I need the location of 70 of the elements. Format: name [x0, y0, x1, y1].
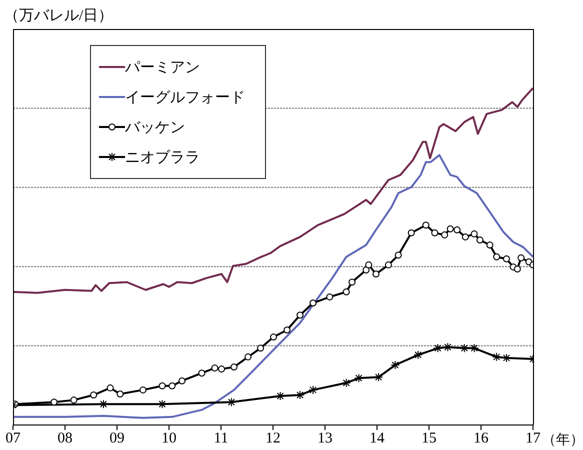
point [296, 312, 304, 319]
point [140, 386, 146, 394]
point [168, 382, 176, 390]
point [365, 261, 372, 268]
y-axis-title: （万バレル/日） [4, 7, 114, 25]
point [348, 278, 356, 286]
point [372, 270, 380, 278]
point [284, 326, 291, 334]
legend-label: イーグルフォード [125, 88, 245, 106]
point [308, 385, 318, 394]
point [158, 382, 166, 390]
x-tick-label: 14 [370, 430, 385, 447]
point [354, 374, 364, 383]
point [342, 288, 350, 296]
point [470, 344, 479, 353]
point [362, 266, 370, 274]
point [470, 230, 478, 238]
point [390, 360, 400, 370]
x-tick-label: 08 [58, 430, 72, 447]
point [310, 300, 317, 307]
point [492, 352, 502, 362]
point [374, 372, 384, 382]
point [244, 353, 252, 360]
point [178, 377, 186, 384]
x-tick-label: 17 [526, 430, 541, 447]
point [408, 229, 415, 236]
x-axis-title: （年） [542, 432, 583, 449]
point [106, 384, 114, 392]
point [257, 344, 264, 352]
x-tick-label: 15 [422, 430, 436, 447]
point [493, 253, 500, 260]
point [414, 350, 423, 360]
point [514, 265, 521, 272]
x-tick-label: 11 [214, 430, 228, 447]
point [211, 364, 218, 372]
x-tick-label: 10 [162, 430, 176, 447]
point [230, 364, 238, 371]
legend-label: パーミアン [125, 58, 200, 76]
point [296, 390, 305, 400]
x-tick-label: 09 [110, 430, 124, 447]
point [486, 242, 494, 249]
point [218, 366, 226, 373]
point [90, 392, 98, 399]
point [342, 378, 351, 388]
point [158, 400, 167, 409]
point [270, 334, 278, 341]
point [394, 252, 402, 259]
x-tick-label: 07 [6, 430, 21, 447]
point [518, 254, 525, 262]
x-tick-label: 12 [266, 430, 280, 447]
point [454, 226, 461, 234]
x-tick-label: 16 [474, 430, 489, 447]
point [446, 225, 454, 232]
point [441, 231, 448, 238]
point [433, 344, 442, 353]
legend-label: ニオブララ [125, 148, 200, 166]
point [326, 293, 334, 300]
point [431, 229, 438, 236]
point [422, 222, 430, 229]
legend-label: バッケン [125, 118, 185, 136]
point [116, 390, 124, 398]
point [70, 396, 78, 404]
point [50, 398, 58, 406]
point [198, 370, 206, 377]
point [502, 255, 510, 262]
point [460, 344, 469, 353]
point [462, 233, 469, 240]
x-tick-label: 13 [318, 430, 332, 447]
point [476, 236, 484, 244]
point [384, 261, 392, 268]
